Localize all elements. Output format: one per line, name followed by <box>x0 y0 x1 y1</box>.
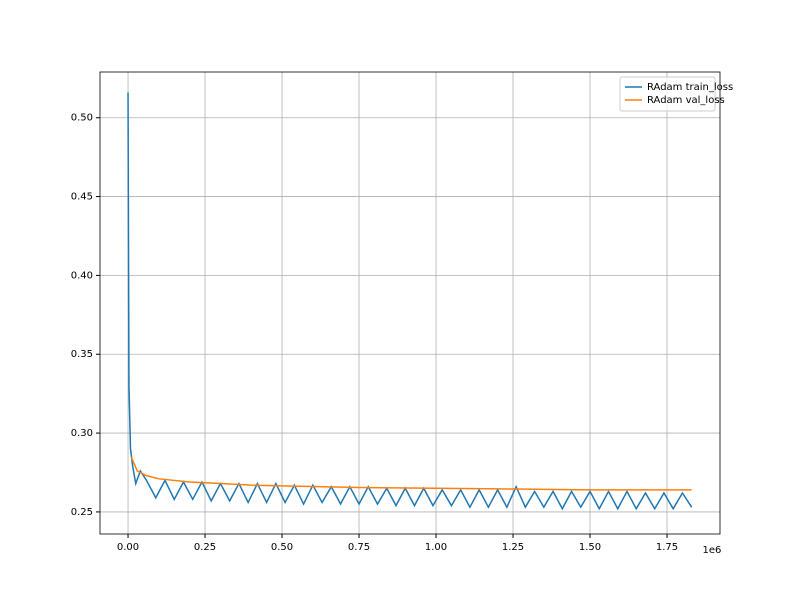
x-tick-label: 0.25 <box>194 542 216 553</box>
y-tick-label: 0.35 <box>71 349 93 360</box>
y-tick-label: 0.40 <box>71 270 93 281</box>
x-tick-label: 0.50 <box>271 542 293 553</box>
x-tick-label: 1.50 <box>579 542 601 553</box>
x-tick-label: 1.75 <box>656 542 678 553</box>
y-tick-label: 0.50 <box>71 113 93 124</box>
x-offset-label: 1e6 <box>703 545 722 556</box>
x-tick-label: 0.75 <box>348 542 370 553</box>
legend-label: RAdam train_loss <box>647 82 733 93</box>
x-tick-label: 1.00 <box>425 542 447 553</box>
data-line <box>127 92 693 511</box>
x-tick-label: 1.25 <box>502 542 524 553</box>
legend-label: RAdam val_loss <box>647 95 725 106</box>
x-tick-label: 0.00 <box>117 542 139 553</box>
data-line <box>130 456 692 491</box>
axes-frame <box>99 71 721 535</box>
y-tick-label: 0.30 <box>71 428 93 439</box>
legend-box <box>619 76 716 112</box>
y-tick-label: 0.45 <box>71 192 93 203</box>
y-tick-label: 0.25 <box>71 507 93 518</box>
